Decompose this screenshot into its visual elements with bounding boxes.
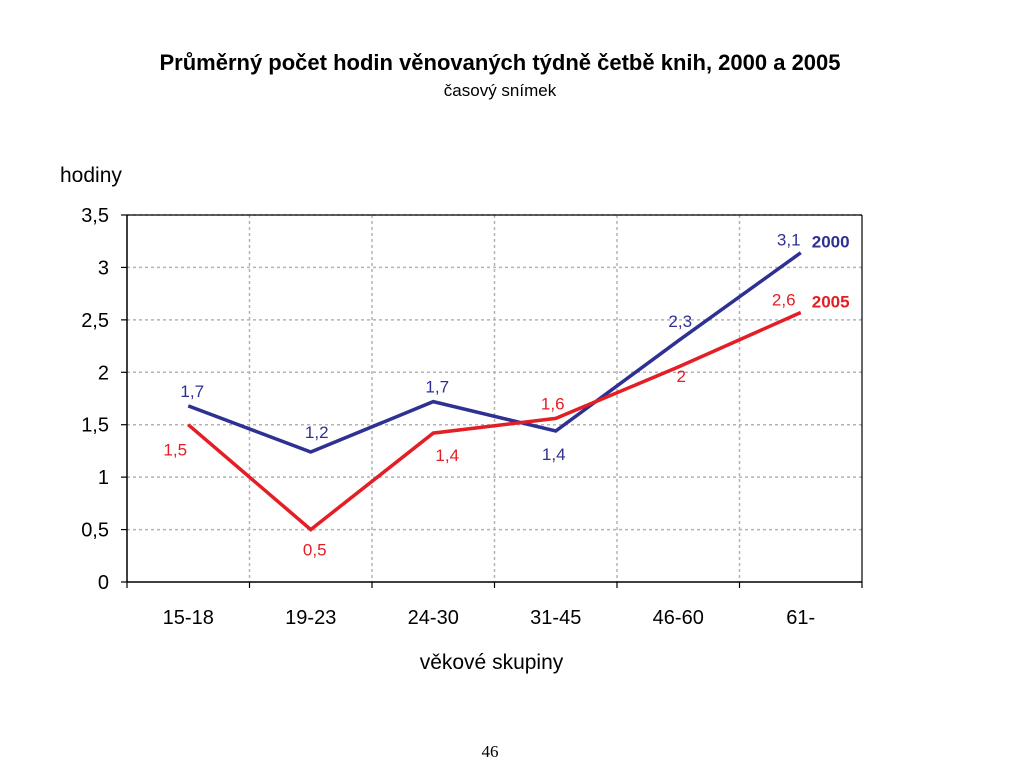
x-tick-label: 19-23	[285, 607, 336, 629]
data-label-2005: 0,5	[303, 541, 327, 560]
y-tick-label: 0	[98, 572, 109, 594]
data-label-2000: 1,7	[425, 378, 449, 397]
data-label-2000: 1,7	[180, 382, 204, 401]
series-name-label-2005: 2005	[812, 293, 850, 312]
data-label-2005: 1,5	[163, 441, 187, 460]
data-label-2005: 2,6	[772, 291, 796, 310]
y-tick-label: 1	[98, 467, 109, 489]
page-number: 46	[481, 742, 499, 761]
data-label-2000: 1,2	[305, 423, 329, 442]
data-label-2005: 1,4	[435, 446, 459, 465]
y-tick-label: 3,5	[81, 205, 109, 227]
x-tick-label: 61-	[786, 607, 815, 629]
y-axis-label: hodiny	[60, 164, 122, 187]
y-tick-label: 1,5	[81, 415, 109, 437]
x-axis-label: věkové skupiny	[420, 651, 564, 674]
x-tick-label: 15-18	[163, 607, 214, 629]
series-line-2000	[187, 251, 802, 454]
data-label-2000: 2,3	[668, 312, 692, 331]
y-tick-label: 3	[98, 257, 109, 279]
y-tick-label: 0,5	[81, 520, 109, 542]
chart-subtitle: časový snímek	[443, 81, 557, 100]
x-tick-label: 31-45	[530, 607, 581, 629]
data-label-2000: 3,1	[777, 231, 801, 250]
y-tick-label: 2	[98, 362, 109, 384]
data-label-2005: 1,6	[541, 394, 565, 413]
chart-title: Průměrný počet hodin věnovaných týdně če…	[159, 50, 841, 75]
y-tick-label: 2,5	[81, 310, 109, 332]
x-tick-label: 46-60	[653, 607, 704, 629]
series-name-label-2000: 2000	[812, 233, 850, 252]
series-line-2005	[187, 310, 802, 532]
x-tick-label: 24-30	[408, 607, 459, 629]
data-label-2000: 1,4	[542, 445, 566, 464]
data-label-2005: 2	[677, 367, 686, 386]
